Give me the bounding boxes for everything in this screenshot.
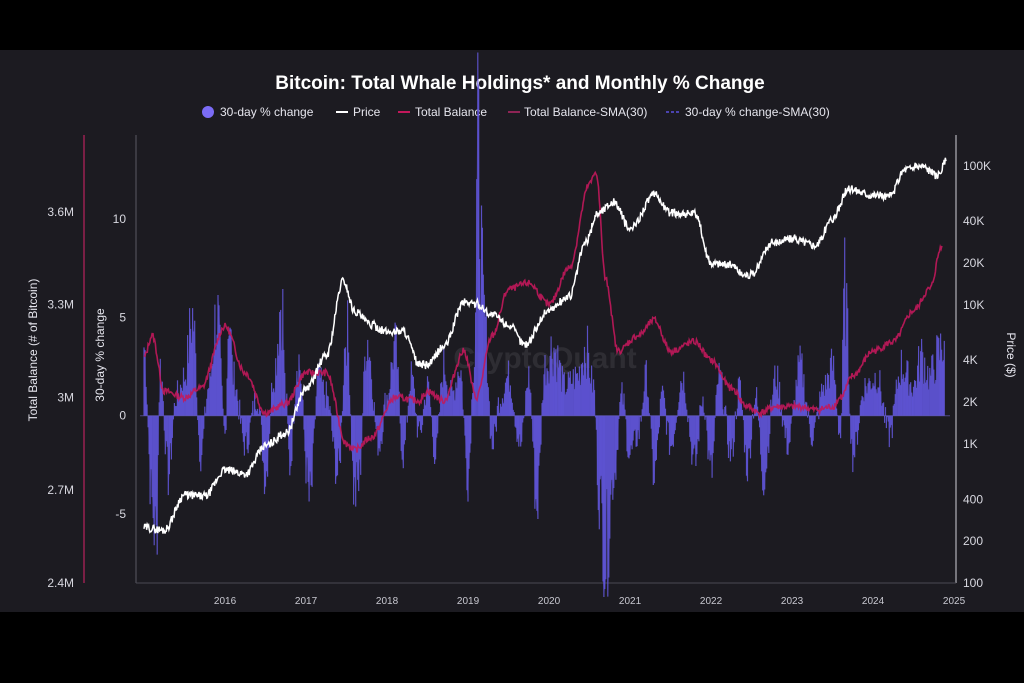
legend-label-pct-change-sma[interactable]: 30-day % change-SMA(30): [685, 105, 830, 119]
chart-title: Bitcoin: Total Whale Holdings* and Month…: [275, 73, 764, 94]
legend-marker-pct-change: [202, 106, 214, 118]
price-tick-label: 40K: [963, 214, 984, 228]
x-tick-label: 2017: [295, 596, 318, 607]
price-tick-label: 4K: [963, 353, 978, 367]
pct-change-axis-title: 30-day % change: [93, 308, 107, 402]
total-balance-tick-label: 2.4M: [47, 576, 74, 590]
total-balance-tick-label: 3.3M: [47, 298, 74, 312]
pct-change-ticks: 10 5 0 -5: [113, 212, 127, 521]
price-tick-label: 200: [963, 534, 983, 548]
legend-label-total-balance-sma[interactable]: Total Balance-SMA(30): [524, 105, 647, 119]
x-tick-label: 2022: [700, 596, 723, 607]
x-tick-label: 2024: [862, 596, 885, 607]
x-tick-label: 2019: [457, 596, 480, 607]
total-balance-tick-label: 3M: [57, 390, 74, 404]
price-ticks: 100K 40K 20K 10K 4K 2K 1K 400 200 100: [963, 159, 991, 590]
pct-change-tick-label: 10: [113, 212, 127, 226]
pct-change-area: [144, 52, 945, 597]
total-balance-line: [143, 170, 943, 453]
price-tick-label: 400: [963, 492, 983, 506]
total-balance-axis-title: Total Balance (# of Bitcoin): [26, 279, 40, 422]
chart-frame: Bitcoin: Total Whale Holdings* and Month…: [0, 50, 1024, 612]
x-tick-label: 2018: [376, 596, 399, 607]
total-balance-tick-label: 2.7M: [47, 483, 74, 497]
price-line: [143, 157, 947, 534]
legend-label-total-balance[interactable]: Total Balance: [415, 105, 487, 119]
price-axis-title: Price ($): [1004, 332, 1018, 377]
chart: Bitcoin: Total Whale Holdings* and Month…: [26, 52, 1018, 607]
price-tick-label: 100K: [963, 159, 991, 173]
x-ticks: 2016 2017 2018 2019 2020 2021 2022 2023 2024 2025: [214, 596, 966, 607]
legend-label-pct-change[interactable]: 30-day % change: [220, 105, 314, 119]
total-balance-tick-label: 3.6M: [47, 205, 74, 219]
legend-label-price[interactable]: Price: [353, 105, 381, 119]
pct-change-tick-label: -5: [115, 507, 126, 521]
x-tick-label: 2016: [214, 596, 237, 607]
price-tick-label: 1K: [963, 437, 978, 451]
price-tick-label: 10K: [963, 298, 984, 312]
total-balance-ticks: 3.6M 3.3M 3M 2.7M 2.4M: [47, 205, 74, 590]
price-tick-label: 20K: [963, 256, 984, 270]
pct-change-tick-label: 0: [119, 409, 126, 423]
x-tick-label: 2021: [619, 596, 642, 607]
x-tick-label: 2020: [538, 596, 561, 607]
x-tick-label: 2023: [781, 596, 804, 607]
x-tick-label: 2025: [943, 596, 966, 607]
price-tick-label: 2K: [963, 395, 978, 409]
price-tick-label: 100: [963, 576, 983, 590]
pct-change-tick-label: 5: [119, 310, 126, 324]
legend: 30-day % change Price Total Balance Tota…: [202, 105, 830, 119]
plot-area: [140, 52, 950, 597]
